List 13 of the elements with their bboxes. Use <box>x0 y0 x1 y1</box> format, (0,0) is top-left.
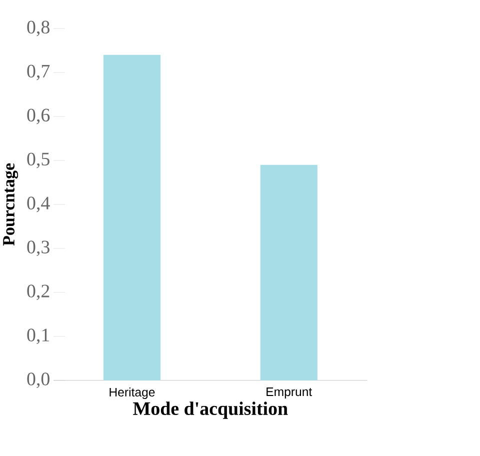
x-tick-label: Emprunt <box>266 387 312 398</box>
y-tick-label: 0,2 <box>27 284 50 300</box>
y-tick-label: 0,6 <box>27 108 50 124</box>
y-tick-label: 0,0 <box>27 372 50 388</box>
y-tick-label: 0,5 <box>27 152 50 168</box>
y-axis-title: Pourcntage <box>3 163 18 246</box>
y-tick-label: 0,4 <box>27 196 50 212</box>
x-axis-title: Mode d'acquisition <box>133 401 288 419</box>
y-tick-label: 0,1 <box>27 328 50 344</box>
y-tick-label: 0,8 <box>27 20 50 36</box>
y-tick-label: 0,3 <box>27 240 50 256</box>
x-tick-label: Heritage <box>110 387 155 399</box>
y-tick-label: 0,7 <box>27 64 50 80</box>
